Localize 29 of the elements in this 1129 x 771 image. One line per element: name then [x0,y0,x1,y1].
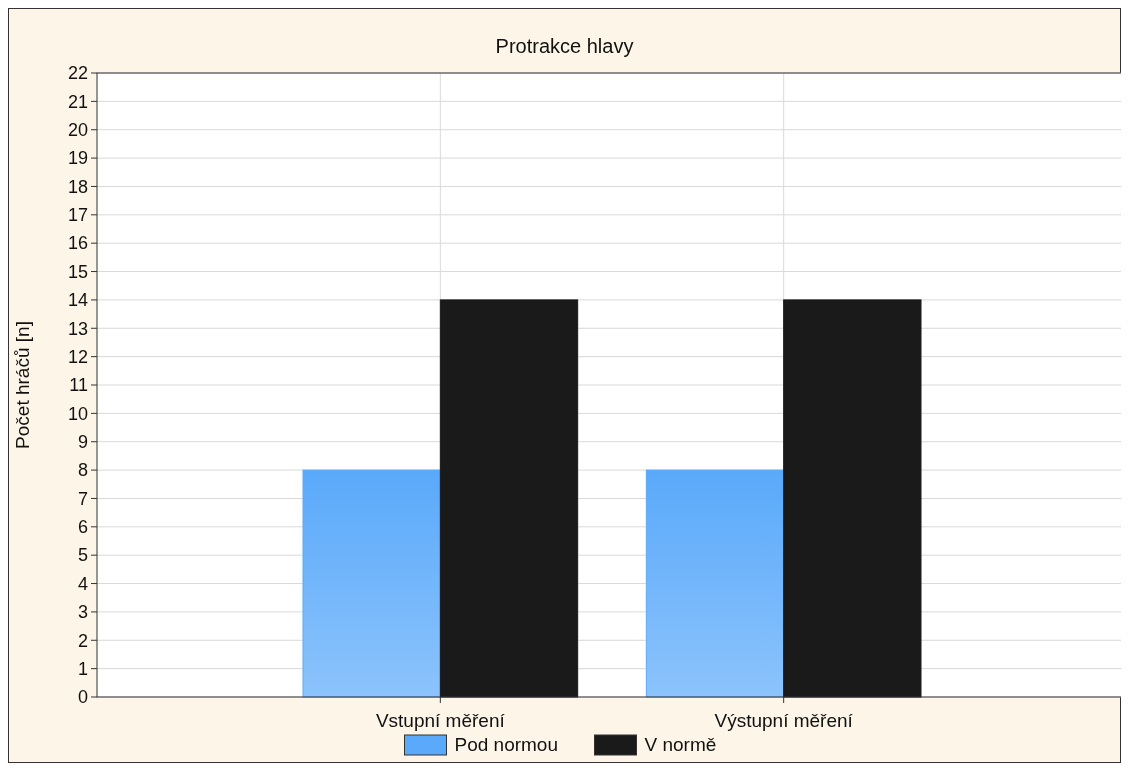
y-tick-label: 20 [67,120,88,141]
legend-label: V normě [644,734,717,755]
y-tick-label: 19 [67,148,88,169]
x-tick-label: Vstupní měření [375,710,506,731]
y-tick-label: 6 [77,517,88,538]
y-tick-label: 5 [77,545,88,566]
chart-title: Protrakce hlavy [495,35,634,57]
y-tick-label: 13 [67,318,88,339]
y-tick-label: 21 [67,91,88,112]
legend-label: Pod normou [454,734,559,755]
y-tick-label: 18 [67,176,88,197]
y-tick-label: 15 [67,261,88,282]
y-tick-label: 11 [69,375,88,396]
y-tick-label: 16 [67,233,88,254]
y-tick-label: 17 [67,205,88,226]
y-tick-label: 3 [77,602,88,623]
y-tick-label: 8 [77,460,88,481]
y-tick-label: 14 [67,290,88,311]
x-tick-label: Výstupní měření [714,710,854,731]
y-tick-label: 1 [77,658,88,679]
y-tick-label: 2 [77,630,88,651]
y-tick-label: 9 [77,432,88,453]
y-axis-title: Počet hráčů [n] [12,321,33,449]
y-tick-label: 4 [77,573,88,594]
y-tick-label: 7 [77,488,88,509]
y-tick-label: 10 [67,403,88,424]
y-tick-label: 0 [77,687,88,708]
y-tick-label: 22 [67,63,88,84]
y-tick-label: 12 [67,346,88,367]
